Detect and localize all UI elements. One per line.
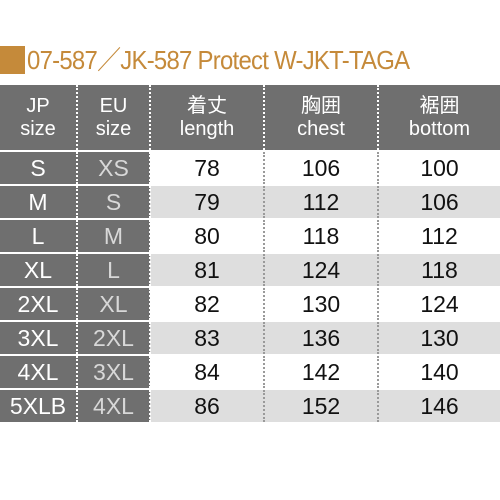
cell-eu-size: XL	[76, 286, 150, 321]
title-marker-square	[0, 46, 25, 74]
cell-jp-size: 5XLB	[0, 388, 77, 422]
size-chart-table: JP size EU size 着丈 length 胸囲 chest 裾囲 bo…	[0, 85, 500, 422]
header-length-label-jp: 着丈	[187, 94, 227, 117]
cell-jp-size: S	[0, 150, 77, 185]
cell-eu-size: M	[76, 218, 150, 253]
cell-length: 84	[149, 354, 264, 389]
header-eu-size: EU size	[76, 85, 150, 151]
cell-bottom: 146	[377, 388, 500, 422]
cell-length: 78	[149, 150, 264, 185]
cell-bottom: 112	[377, 218, 500, 253]
header-eu-label: EU	[99, 94, 128, 117]
header-chest-label-en: chest	[297, 117, 345, 140]
cell-jp-size: M	[0, 184, 77, 219]
table-row: 3XL 2XL 83 136 130	[0, 320, 500, 355]
header-bottom-label-jp: 裾囲	[419, 94, 460, 117]
cell-jp-size: 2XL	[0, 286, 77, 321]
cell-length: 82	[149, 286, 264, 321]
header-eu-sublabel: size	[95, 117, 132, 140]
cell-chest: 118	[263, 218, 378, 253]
cell-eu-size: S	[76, 184, 150, 219]
header-bottom-label-en: bottom	[408, 117, 471, 140]
cell-length: 86	[149, 388, 264, 422]
cell-length: 81	[149, 252, 264, 287]
page-title: 07-587／JK-587 Protect W-JKT-TAGA	[27, 45, 410, 75]
cell-jp-size: L	[0, 218, 77, 253]
table-row: S XS 78 106 100	[0, 150, 500, 185]
header-bottom: 裾囲 bottom	[377, 85, 500, 151]
table-row: 2XL XL 82 130 124	[0, 286, 500, 321]
table-row: 5XLB 4XL 86 152 146	[0, 388, 500, 422]
header-length: 着丈 length	[149, 85, 264, 151]
cell-jp-size: 3XL	[0, 320, 77, 355]
cell-chest: 136	[263, 320, 378, 355]
cell-length: 80	[149, 218, 264, 253]
cell-eu-size: 2XL	[76, 320, 150, 355]
cell-length: 79	[149, 184, 264, 219]
cell-bottom: 124	[377, 286, 500, 321]
cell-bottom: 118	[377, 252, 500, 287]
table-header-row: JP size EU size 着丈 length 胸囲 chest 裾囲 bo…	[0, 85, 500, 151]
header-length-label-en: length	[179, 117, 235, 140]
table-row: L M 80 118 112	[0, 218, 500, 253]
cell-chest: 152	[263, 388, 378, 422]
cell-eu-size: 3XL	[76, 354, 150, 389]
cell-bottom: 140	[377, 354, 500, 389]
cell-jp-size: 4XL	[0, 354, 77, 389]
header-jp-sublabel: size	[20, 117, 56, 140]
header-chest-label-jp: 胸囲	[301, 94, 341, 117]
table-row: XL L 81 124 118	[0, 252, 500, 287]
header-jp-label: JP	[26, 94, 50, 117]
header-chest: 胸囲 chest	[263, 85, 378, 151]
cell-bottom: 130	[377, 320, 500, 355]
cell-chest: 142	[263, 354, 378, 389]
cell-eu-size: 4XL	[76, 388, 150, 422]
cell-bottom: 106	[377, 184, 500, 219]
cell-chest: 106	[263, 150, 378, 185]
cell-chest: 130	[263, 286, 378, 321]
header-jp-size: JP size	[0, 85, 77, 151]
table-row: M S 79 112 106	[0, 184, 500, 219]
table-row: 4XL 3XL 84 142 140	[0, 354, 500, 389]
cell-eu-size: XS	[76, 150, 150, 185]
cell-eu-size: L	[76, 252, 150, 287]
cell-bottom: 100	[377, 150, 500, 185]
cell-jp-size: XL	[0, 252, 77, 287]
cell-length: 83	[149, 320, 264, 355]
cell-chest: 112	[263, 184, 378, 219]
title-row: 07-587／JK-587 Protect W-JKT-TAGA	[0, 40, 500, 80]
cell-chest: 124	[263, 252, 378, 287]
